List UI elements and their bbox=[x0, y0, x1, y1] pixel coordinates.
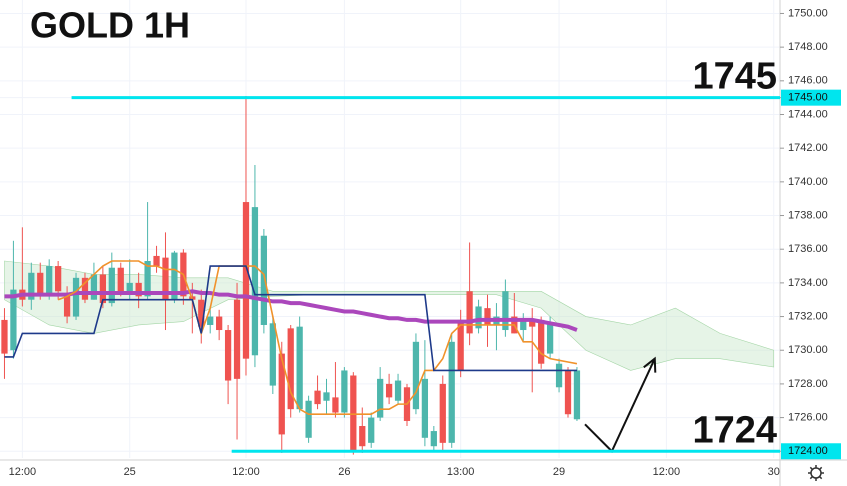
level-label: 1745 bbox=[692, 56, 777, 98]
candle-body bbox=[385, 383, 393, 398]
y-tick-label: 1744.00 bbox=[788, 108, 828, 120]
candle-body bbox=[117, 267, 124, 292]
candle-body bbox=[162, 257, 169, 300]
indicator-line bbox=[4, 265, 577, 372]
indicator-line bbox=[4, 289, 578, 332]
level-axis-box bbox=[781, 89, 841, 106]
indicator-line bbox=[57, 260, 578, 416]
level-axis-label: 1745.00 bbox=[788, 92, 828, 104]
candle-body bbox=[377, 378, 384, 418]
candle-body bbox=[99, 274, 106, 304]
x-tick-label: 29 bbox=[553, 466, 565, 478]
settings-icon[interactable] bbox=[808, 465, 824, 481]
y-tick-label: 1750.00 bbox=[788, 7, 828, 19]
candle-body bbox=[55, 266, 62, 292]
candle-body bbox=[198, 299, 205, 327]
y-tick-label: 1728.00 bbox=[788, 378, 828, 390]
candle-body bbox=[359, 426, 366, 447]
candle-body bbox=[538, 319, 545, 364]
candle-body bbox=[72, 277, 80, 317]
candle-body bbox=[466, 291, 473, 334]
x-tick-label: 12:00 bbox=[232, 466, 260, 478]
candle-body bbox=[216, 316, 223, 331]
candle-body bbox=[108, 267, 115, 304]
candle-body bbox=[484, 308, 491, 325]
level-label: 1724 bbox=[692, 409, 777, 451]
candle-body bbox=[233, 299, 241, 379]
candle-body bbox=[28, 272, 35, 300]
candle-body bbox=[153, 255, 160, 267]
y-tick-label: 1726.00 bbox=[788, 411, 828, 423]
candle-body bbox=[126, 282, 133, 292]
candle-body bbox=[502, 291, 509, 331]
candle-body bbox=[251, 207, 259, 356]
y-tick-label: 1742.00 bbox=[788, 142, 828, 154]
candle-body bbox=[1, 319, 8, 354]
y-tick-label: 1734.00 bbox=[788, 277, 828, 289]
candle-body bbox=[260, 235, 268, 325]
candle-body bbox=[287, 328, 294, 410]
candle-body bbox=[529, 319, 536, 327]
candle-body bbox=[457, 319, 464, 371]
candle-body bbox=[314, 390, 321, 405]
candle-body bbox=[269, 323, 276, 386]
candle-body bbox=[296, 326, 303, 410]
candle-body bbox=[520, 319, 527, 331]
candle-body bbox=[46, 266, 53, 295]
plot-area bbox=[0, 0, 780, 458]
candle-body bbox=[555, 363, 563, 388]
ichimoku-cloud bbox=[4, 260, 775, 371]
x-tick-label: 30 bbox=[768, 466, 780, 478]
y-tick-label: 1732.00 bbox=[788, 310, 828, 322]
x-tick-label: 12:00 bbox=[9, 466, 37, 478]
candle-body bbox=[412, 341, 420, 410]
arrow-head bbox=[643, 356, 657, 373]
candle-body bbox=[81, 277, 89, 300]
y-tick-label: 1746.00 bbox=[788, 75, 828, 87]
level-axis-label: 1724.00 bbox=[788, 445, 828, 457]
candle-body bbox=[144, 260, 151, 297]
candle-body bbox=[278, 353, 285, 435]
candle-body bbox=[564, 370, 572, 415]
y-tick-label: 1736.00 bbox=[788, 243, 828, 255]
candle-body bbox=[332, 397, 339, 413]
candle-body bbox=[368, 417, 375, 443]
candle-body bbox=[63, 292, 71, 317]
candle-body bbox=[341, 370, 348, 413]
level-axis-box bbox=[781, 443, 841, 460]
x-tick-label: 12:00 bbox=[653, 466, 681, 478]
candle-body bbox=[10, 289, 17, 351]
candle-body bbox=[475, 306, 482, 329]
candle-body bbox=[135, 282, 142, 297]
candle-body bbox=[350, 375, 357, 452]
candle-body bbox=[242, 202, 250, 359]
y-tick-label: 1748.00 bbox=[788, 41, 828, 53]
candle-body bbox=[323, 392, 330, 401]
candle-body bbox=[305, 400, 312, 438]
candle-body bbox=[171, 252, 178, 300]
candle-body bbox=[448, 341, 455, 443]
x-tick-label: 13:00 bbox=[447, 466, 475, 478]
candle-body bbox=[573, 370, 581, 420]
candle-body bbox=[439, 383, 446, 443]
candle-body bbox=[37, 272, 44, 293]
x-tick-label: 25 bbox=[124, 466, 136, 478]
candle-body bbox=[224, 330, 232, 381]
y-tick-label: 1730.00 bbox=[788, 344, 828, 356]
x-tick-label: 26 bbox=[338, 466, 350, 478]
candle-body bbox=[546, 323, 554, 354]
y-tick-label: 1738.00 bbox=[788, 209, 828, 221]
candle-body bbox=[394, 380, 402, 401]
candle-body bbox=[430, 431, 437, 447]
candle-body bbox=[90, 274, 98, 300]
y-tick-label: 1740.00 bbox=[788, 176, 828, 188]
candle-body bbox=[421, 378, 429, 438]
candle-body bbox=[207, 316, 214, 325]
chart-title: GOLD 1H bbox=[30, 5, 190, 46]
